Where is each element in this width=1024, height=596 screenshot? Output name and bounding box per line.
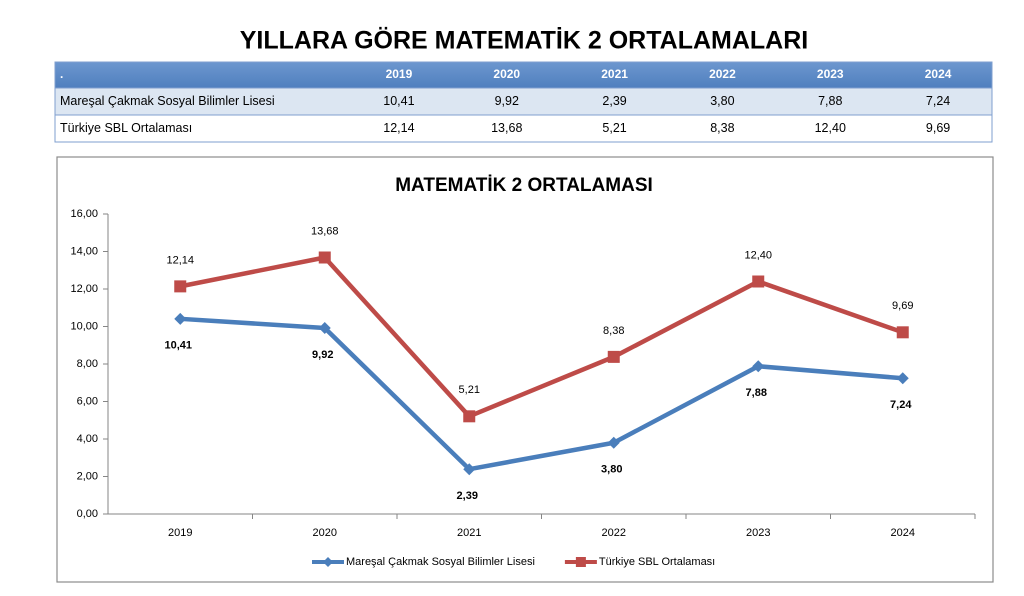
table-row-bg bbox=[54, 87, 993, 116]
table-cell: Türkiye SBL Ortalaması bbox=[60, 121, 192, 135]
data-point bbox=[318, 322, 331, 334]
x-tick-label: 2019 bbox=[168, 527, 192, 539]
table-cell: 12,40 bbox=[815, 121, 846, 135]
data-label: 12,40 bbox=[744, 249, 772, 261]
x-tick-label: 2023 bbox=[746, 527, 770, 539]
y-tick-label: 6,00 bbox=[77, 395, 98, 407]
table-header-bg bbox=[55, 62, 992, 88]
legend-swatch bbox=[575, 557, 586, 567]
table-header-cell: 2023 bbox=[817, 67, 844, 81]
data-point bbox=[752, 360, 765, 373]
data-label: 2,39 bbox=[457, 490, 478, 502]
data-label: 7,88 bbox=[746, 387, 767, 399]
chart-title: MATEMATİK 2 ORTALAMASI bbox=[395, 175, 653, 196]
table-cell: 9,92 bbox=[495, 94, 519, 108]
data-point bbox=[752, 275, 765, 288]
data-label: 5,21 bbox=[459, 384, 480, 396]
legend-swatch bbox=[323, 557, 333, 567]
table-header-cell: 2020 bbox=[493, 67, 520, 81]
data-point bbox=[896, 326, 909, 339]
x-tick-label: 2021 bbox=[457, 527, 481, 539]
table-header-cell: 2024 bbox=[925, 67, 952, 81]
x-tick-label: 2020 bbox=[313, 527, 337, 539]
y-tick-label: 10,00 bbox=[70, 320, 98, 332]
table-cell: 7,88 bbox=[818, 94, 842, 108]
table-border bbox=[54, 61, 993, 143]
table-header-cell: 2022 bbox=[709, 67, 736, 81]
y-tick-label: 12,00 bbox=[70, 283, 98, 295]
y-tick-label: 4,00 bbox=[77, 433, 98, 445]
data-point bbox=[896, 372, 909, 385]
series-line bbox=[180, 316, 903, 472]
page-title: YILLARA GÖRE MATEMATİK 2 ORTALAMALARI bbox=[240, 26, 808, 55]
table-cell: 12,14 bbox=[383, 121, 414, 135]
y-tick-label: 2,00 bbox=[77, 470, 98, 482]
y-tick-label: 8,00 bbox=[77, 358, 98, 370]
table-cell: 2,39 bbox=[602, 94, 626, 108]
table-header-cell: 2021 bbox=[601, 67, 628, 81]
table-header-cell: . bbox=[60, 67, 63, 81]
table-header-cell: 2019 bbox=[386, 67, 413, 81]
x-tick-label: 2022 bbox=[602, 527, 626, 539]
y-tick-label: 14,00 bbox=[70, 245, 98, 257]
y-tick-label: 16,00 bbox=[70, 208, 98, 220]
data-label: 13,68 bbox=[311, 225, 339, 237]
data-point bbox=[318, 251, 331, 264]
x-tick-label: 2024 bbox=[891, 527, 915, 539]
data-label: 10,41 bbox=[164, 340, 192, 352]
legend-label: Türkiye SBL Ortalaması bbox=[599, 556, 715, 568]
chart-frame bbox=[56, 156, 994, 583]
data-point bbox=[174, 280, 187, 293]
data-point bbox=[463, 410, 476, 423]
data-label: 7,24 bbox=[890, 399, 912, 411]
series-line bbox=[179, 255, 904, 419]
data-label: 3,80 bbox=[601, 464, 622, 476]
data-point bbox=[174, 312, 187, 325]
table-cell: 5,21 bbox=[602, 121, 626, 135]
data-label: 9,69 bbox=[892, 300, 913, 312]
data-label: 9,92 bbox=[312, 349, 333, 361]
data-label: 12,14 bbox=[166, 254, 194, 266]
table-cell: 7,24 bbox=[926, 94, 950, 108]
y-tick-label: 0,00 bbox=[77, 508, 98, 520]
table-cell: 3,80 bbox=[710, 94, 734, 108]
table-cell: 9,69 bbox=[926, 121, 950, 135]
data-point bbox=[607, 436, 620, 449]
table-cell: 13,68 bbox=[491, 121, 522, 135]
table-row-bg bbox=[54, 114, 993, 143]
data-point bbox=[463, 463, 476, 476]
data-label: 8,38 bbox=[603, 325, 624, 337]
table-cell: 10,41 bbox=[383, 94, 414, 108]
legend-label: Mareşal Çakmak Sosyal Bilimler Lisesi bbox=[346, 556, 535, 568]
table-cell: Mareşal Çakmak Sosyal Bilimler Lisesi bbox=[60, 94, 275, 108]
data-point bbox=[607, 350, 620, 363]
table-cell: 8,38 bbox=[710, 121, 734, 135]
